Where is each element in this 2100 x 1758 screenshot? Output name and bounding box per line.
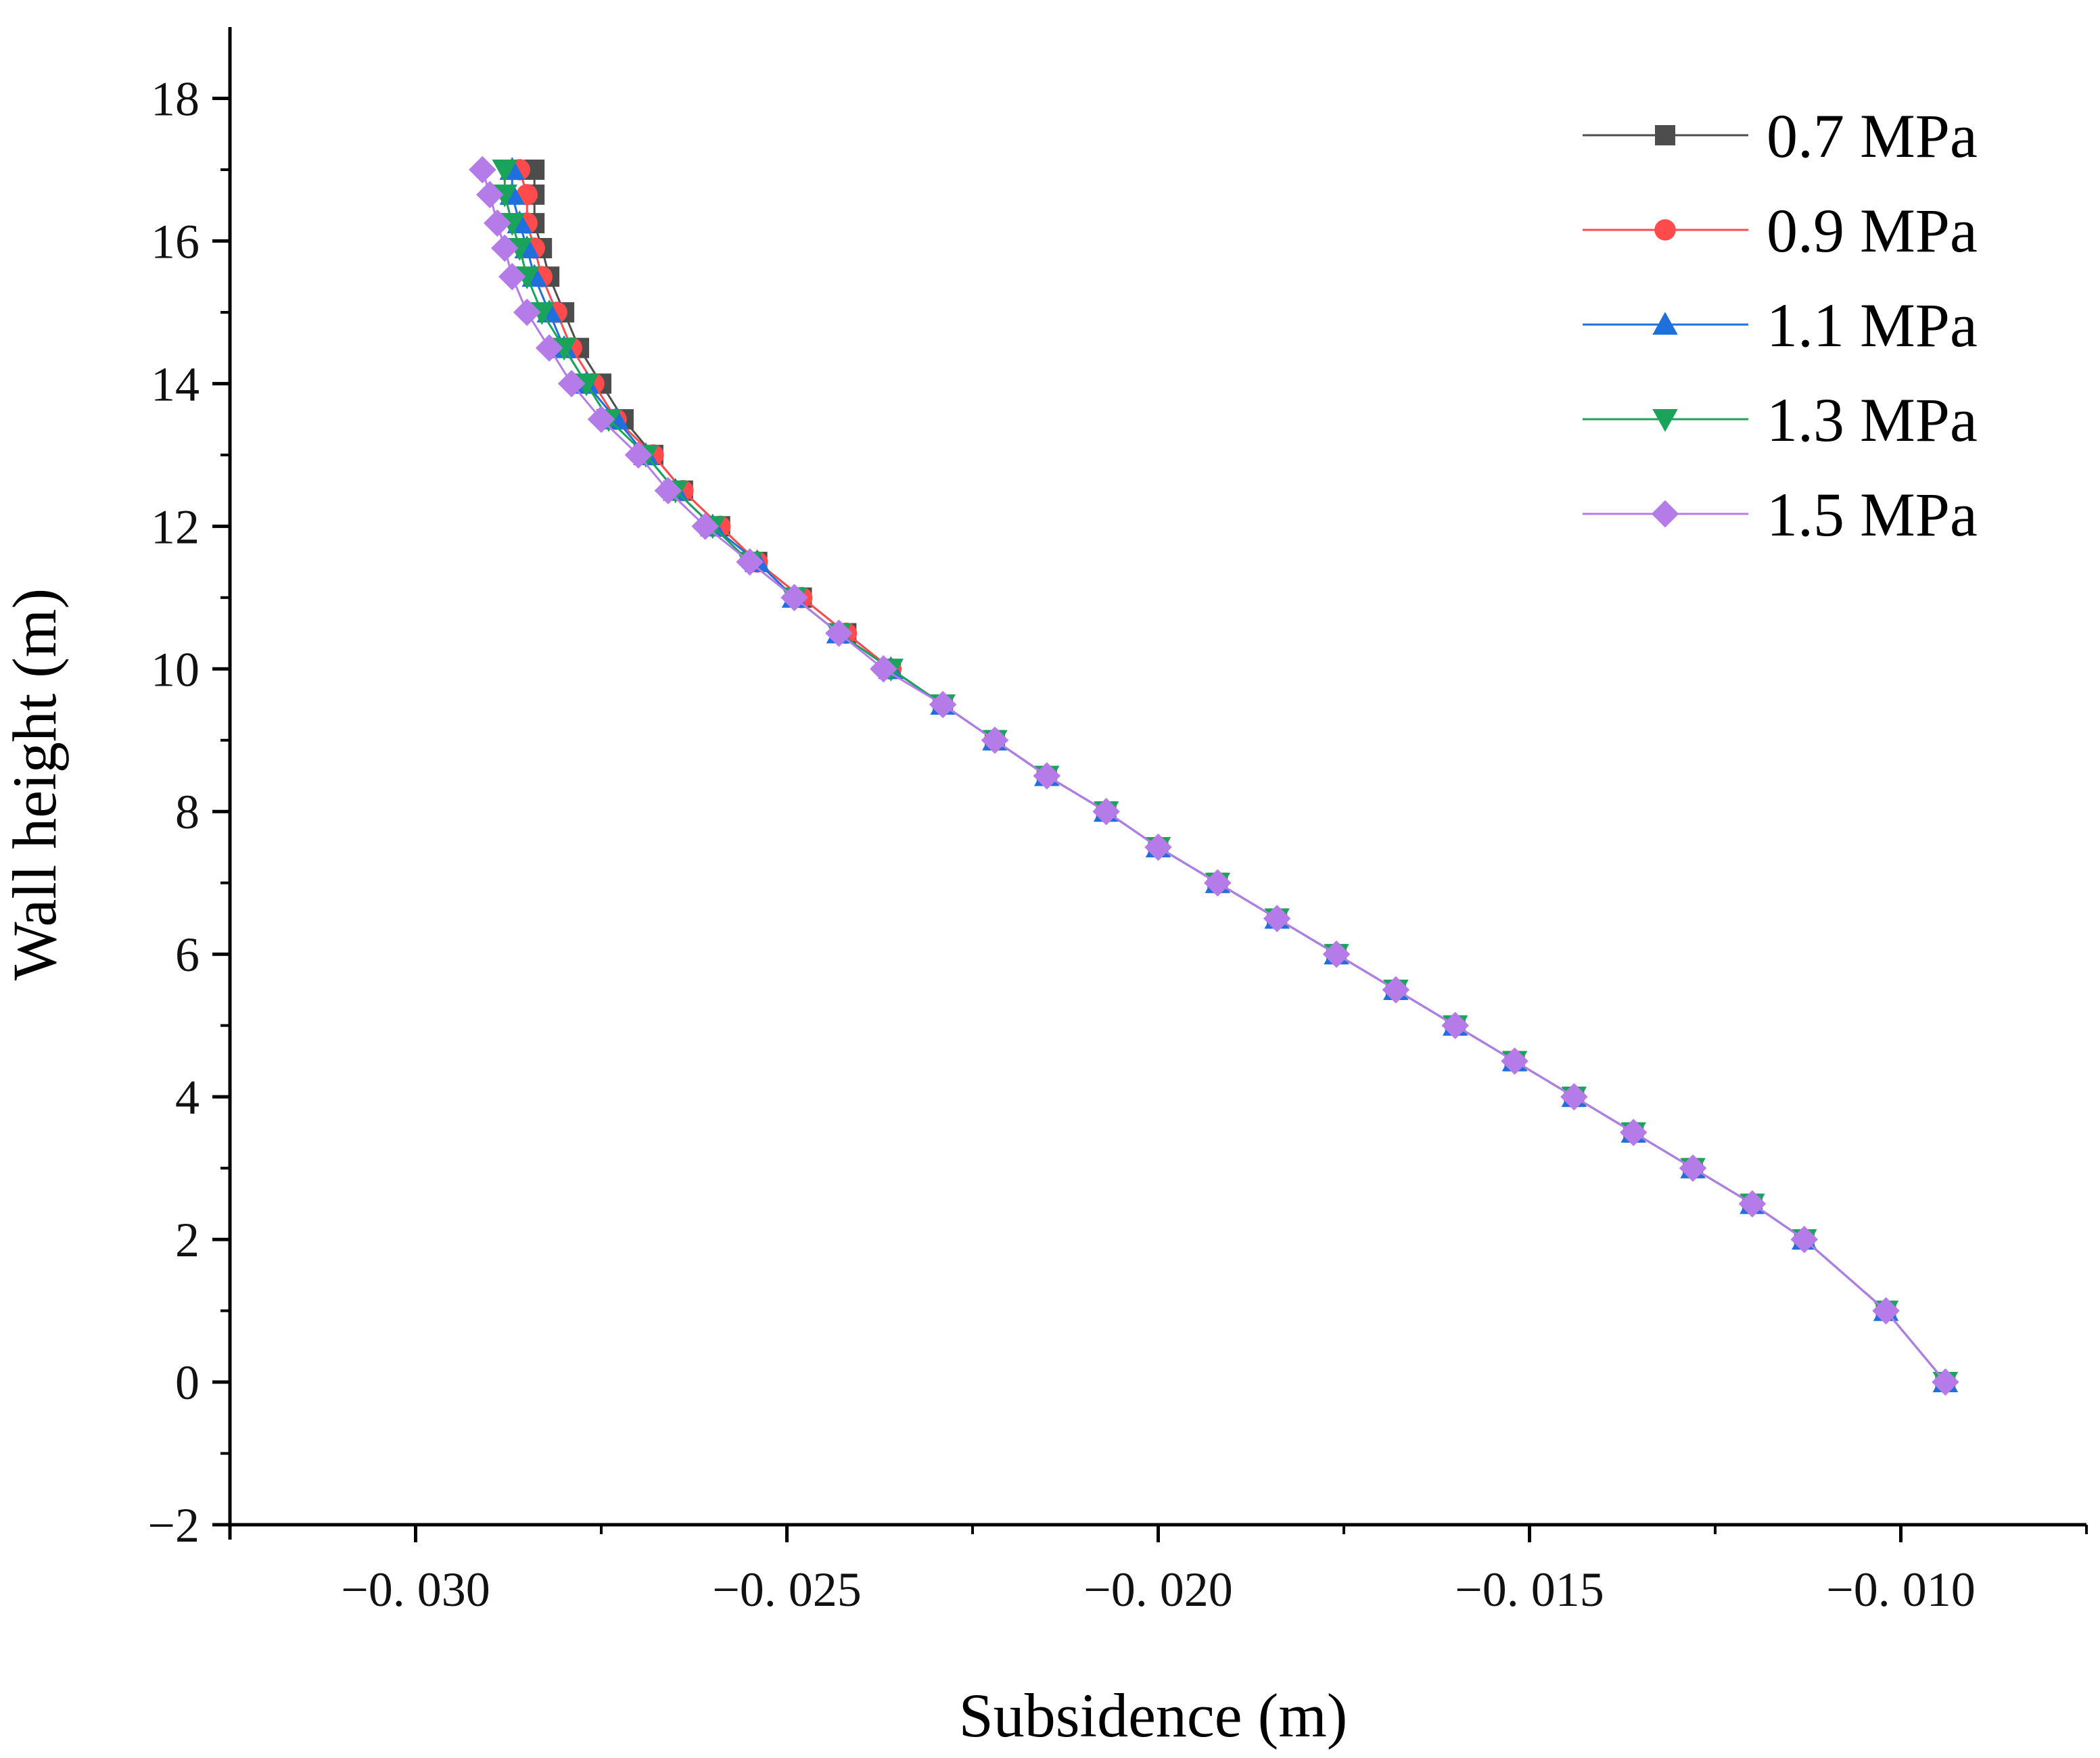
series-0.9-mpa — [509, 159, 1957, 1393]
data-point — [825, 619, 853, 647]
y-tick-label: 8 — [175, 785, 200, 839]
legend-label: 1.5 MPa — [1767, 480, 1978, 549]
data-point — [1560, 1083, 1588, 1111]
data-point — [929, 690, 957, 719]
data-point — [981, 726, 1009, 755]
legend-label: 0.9 MPa — [1767, 196, 1978, 265]
series-line — [481, 169, 1946, 1383]
data-point — [469, 156, 496, 184]
legend-item: 1.5 MPa — [1583, 480, 1978, 549]
data-point — [624, 441, 653, 469]
legend-marker — [1652, 409, 1678, 432]
data-point — [498, 262, 526, 291]
data-point — [780, 584, 808, 612]
x-tick-label: −0. 030 — [341, 1563, 490, 1617]
data-point — [587, 405, 615, 433]
legend-label: 0.7 MPa — [1767, 101, 1978, 170]
legend-marker — [1654, 219, 1676, 241]
y-tick-label: 18 — [151, 72, 200, 126]
data-point — [1619, 1118, 1648, 1147]
series-1.1-mpa — [499, 157, 1959, 1393]
y-tick-label: 2 — [175, 1213, 200, 1267]
y-tick-label: 4 — [175, 1070, 200, 1124]
legend-marker — [1652, 312, 1678, 335]
data-point — [1790, 1225, 1819, 1254]
series-line — [533, 170, 1946, 1383]
x-tick-label: −0. 020 — [1083, 1563, 1233, 1617]
series-line — [511, 170, 1946, 1383]
data-point — [492, 159, 518, 183]
data-point — [1382, 976, 1410, 1004]
legend-label: 1.1 MPa — [1767, 291, 1978, 360]
series-line — [503, 170, 1946, 1383]
data-point — [476, 181, 504, 209]
legend-item: 0.9 MPa — [1583, 196, 1978, 265]
legend-item: 1.3 MPa — [1583, 385, 1978, 454]
y-tick-label: 0 — [175, 1356, 200, 1410]
data-point — [1441, 1012, 1469, 1039]
data-point — [1144, 833, 1172, 861]
y-tick-label: 6 — [175, 928, 200, 982]
data-point — [1033, 762, 1061, 790]
data-point — [557, 370, 586, 398]
y-tick-label: 16 — [151, 214, 200, 268]
y-tick-label: 12 — [151, 500, 200, 554]
y-tick-label: 14 — [151, 357, 200, 411]
data-point — [869, 655, 897, 683]
series-line — [518, 169, 1946, 1383]
data-point — [691, 513, 719, 540]
data-point — [513, 298, 541, 327]
series-1.5-mpa — [469, 156, 1959, 1396]
y-tick-label: 10 — [151, 642, 200, 696]
y-axis-title: Wall height (m) — [0, 588, 69, 980]
series-0.7-mpa — [524, 159, 1956, 1393]
axes: −2 0 2 4 6 8 10 12 14 16 18 −0. 030 −0. 025 −0. 020 −0… — [147, 27, 2088, 1617]
data-point — [1872, 1297, 1900, 1325]
legend-marker — [1655, 125, 1675, 145]
data-point — [1738, 1190, 1767, 1218]
x-axis-title: Subsidence (m) — [959, 1681, 1348, 1750]
x-tick-label: −0. 015 — [1455, 1563, 1604, 1617]
data-point — [484, 209, 511, 237]
legend-label: 1.3 MPa — [1767, 385, 1978, 454]
legend-item: 1.1 MPa — [1583, 291, 1978, 360]
data-point — [535, 334, 563, 362]
x-tick-label: −0. 010 — [1826, 1563, 1976, 1617]
data-point — [1263, 905, 1291, 932]
series-layer — [469, 156, 1959, 1396]
data-point — [1932, 1368, 1959, 1396]
legend: 0.7 MPa 0.9 MPa 1.1 MPa 1.3 MPa 1.5 MPa — [1583, 101, 1978, 549]
data-point — [654, 477, 682, 504]
data-point — [1501, 1047, 1529, 1075]
legend-marker — [1651, 500, 1679, 528]
series-1.3-mpa — [492, 159, 1959, 1395]
x-tick-label: −0. 025 — [712, 1563, 862, 1617]
data-point — [491, 234, 519, 262]
y-tick-label: −2 — [147, 1498, 200, 1552]
data-point — [1092, 797, 1120, 826]
data-point — [736, 548, 764, 576]
data-point — [1322, 940, 1351, 968]
data-point — [1679, 1154, 1707, 1182]
legend-item: 0.7 MPa — [1583, 101, 1978, 170]
data-point — [1204, 869, 1232, 897]
